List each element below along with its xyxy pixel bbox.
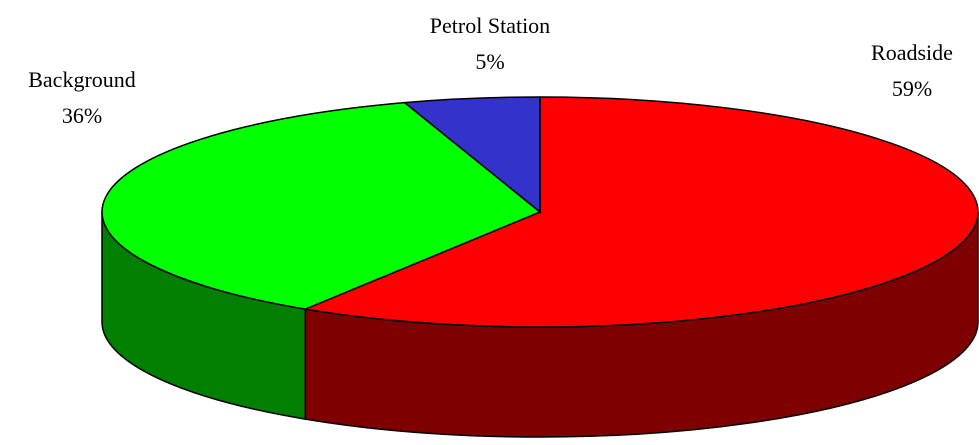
slice (302, 96, 979, 328)
slice-label: Background (28, 67, 136, 92)
slice-value-label: 5% (475, 49, 504, 74)
slice (101, 101, 542, 310)
slice-value-label: 59% (892, 76, 932, 101)
slice-label: Petrol Station (430, 13, 550, 38)
slice-label: Roadside (871, 40, 953, 65)
slice (402, 96, 541, 214)
slice-value-label: 36% (62, 103, 102, 128)
